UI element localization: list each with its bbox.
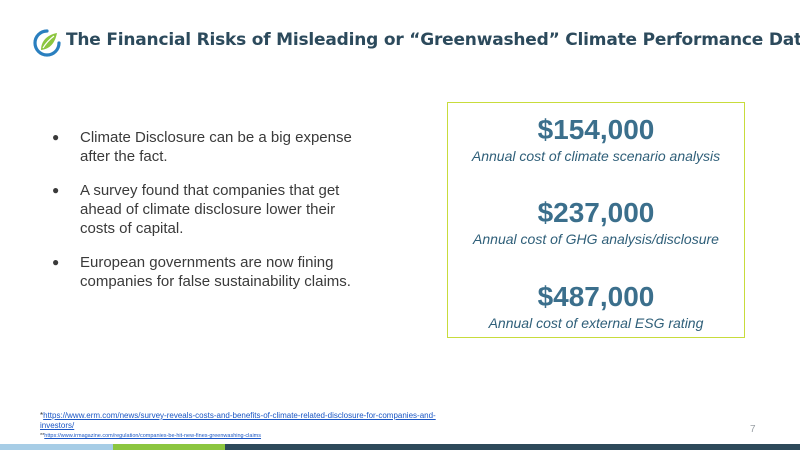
bullet-dot-icon: ● <box>52 183 60 197</box>
page-number: 7 <box>750 424 756 435</box>
bar-segment-green <box>113 444 225 450</box>
bullet-item: ● European governments are now fining co… <box>46 253 366 291</box>
bottom-color-bar <box>0 444 800 450</box>
bar-segment-dark <box>225 444 800 450</box>
stat-block: $154,000 Annual cost of climate scenario… <box>448 115 744 165</box>
stat-value: $154,000 <box>537 114 655 145</box>
bullet-text: A survey found that companies that get a… <box>80 182 340 237</box>
bar-segment-light-blue <box>0 444 113 450</box>
bullet-text: European governments are now fining comp… <box>80 254 351 290</box>
stat-label: Annual cost of external ESG rating <box>488 315 704 331</box>
bullet-dot-icon: ● <box>52 255 60 269</box>
stat-value: $237,000 <box>537 197 655 228</box>
bullet-dot-icon: ● <box>52 130 60 144</box>
bullet-text: Climate Disclosure can be a big expense … <box>80 129 352 165</box>
bullet-list: ● Climate Disclosure can be a big expens… <box>46 128 366 306</box>
bullet-item: ● Climate Disclosure can be a big expens… <box>46 128 366 166</box>
footnote-marker: * <box>40 411 44 420</box>
stat-block: $487,000 Annual cost of external ESG rat… <box>448 282 744 332</box>
cost-stats-box: $154,000 Annual cost of climate scenario… <box>447 102 745 338</box>
stat-block: $237,000 Annual cost of GHG analysis/dis… <box>448 198 744 248</box>
footnote-link[interactable]: https://www.irmagazine.com/regulation/co… <box>44 433 262 439</box>
footnote: *https://www.erm.com/news/survey-reveals… <box>40 411 460 431</box>
leaf-swirl-logo-icon <box>33 29 61 57</box>
stat-value: $487,000 <box>537 281 655 312</box>
footnote-marker: ** <box>40 433 45 439</box>
footnote: **https://www.irmagazine.com/regulation/… <box>40 432 460 440</box>
footnotes: *https://www.erm.com/news/survey-reveals… <box>40 411 460 440</box>
stat-label: Annual cost of GHG analysis/disclosure <box>473 231 719 247</box>
footnote-link[interactable]: https://www.erm.com/news/survey-reveals-… <box>40 411 436 430</box>
stat-label: Annual cost of climate scenario analysis <box>471 148 721 164</box>
page-title: The Financial Risks of Misleading or “Gr… <box>66 30 800 50</box>
bullet-item: ● A survey found that companies that get… <box>46 181 366 238</box>
